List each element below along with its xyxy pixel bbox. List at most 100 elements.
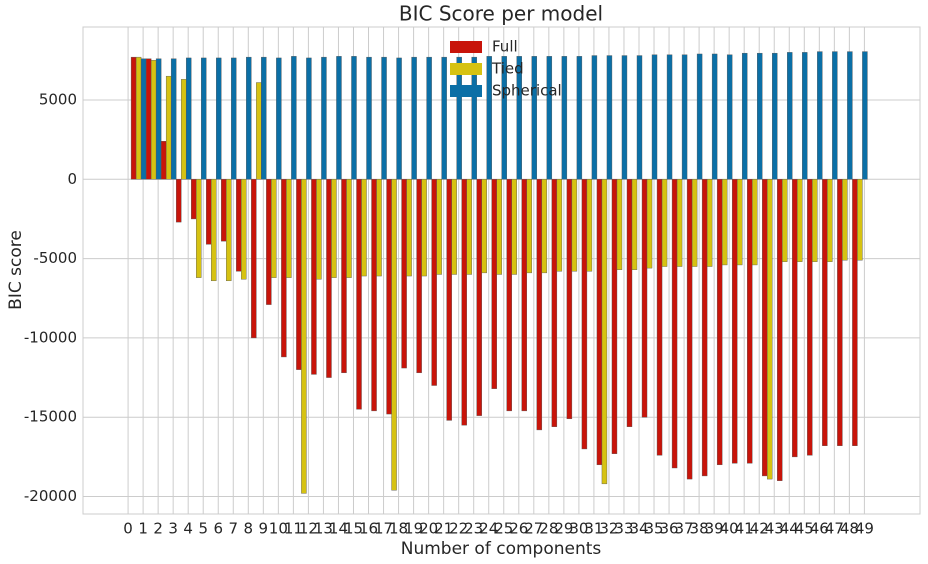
bar bbox=[797, 179, 803, 262]
bar bbox=[206, 179, 212, 245]
bar bbox=[261, 56, 267, 180]
bar bbox=[421, 179, 427, 277]
x-tick-label: 2 bbox=[153, 520, 163, 538]
x-tick-label: 19 bbox=[404, 520, 423, 538]
bar bbox=[150, 60, 157, 180]
bar bbox=[346, 179, 352, 278]
x-tick-label: 15 bbox=[344, 520, 363, 538]
bar bbox=[671, 179, 678, 469]
y-tick-label: -5000 bbox=[33, 249, 77, 267]
bar bbox=[476, 179, 482, 416]
bar bbox=[411, 56, 417, 180]
bar bbox=[446, 179, 452, 421]
bar bbox=[226, 179, 232, 282]
x-tick-label: 32 bbox=[599, 520, 618, 538]
bar bbox=[626, 179, 633, 427]
bar bbox=[201, 57, 207, 180]
x-axis-label: Number of components bbox=[401, 539, 602, 559]
bar bbox=[441, 56, 447, 180]
bar bbox=[461, 179, 467, 426]
bar bbox=[271, 179, 277, 278]
bar bbox=[792, 179, 798, 458]
bar bbox=[736, 179, 743, 266]
y-axis-label: BIC score bbox=[6, 230, 26, 310]
x-tick-label: 0 bbox=[123, 520, 133, 538]
bar bbox=[316, 179, 322, 280]
bar bbox=[731, 179, 738, 464]
bar bbox=[216, 57, 222, 180]
x-tick-label: 33 bbox=[614, 520, 633, 538]
bar bbox=[706, 179, 713, 267]
bar bbox=[426, 56, 432, 180]
x-tick-label: 20 bbox=[419, 520, 438, 538]
bar bbox=[436, 179, 442, 275]
bar bbox=[842, 179, 848, 261]
legend-label: Spherical bbox=[492, 82, 562, 100]
bar bbox=[802, 52, 808, 180]
bar bbox=[651, 54, 658, 180]
bar bbox=[862, 51, 868, 180]
x-tick-label: 9 bbox=[259, 520, 269, 538]
bar bbox=[847, 51, 853, 180]
bar bbox=[782, 179, 788, 262]
bar bbox=[301, 179, 307, 494]
bar bbox=[817, 51, 823, 180]
x-tick-label: 43 bbox=[765, 520, 784, 538]
bar bbox=[351, 56, 357, 180]
x-tick-label: 40 bbox=[720, 520, 739, 538]
bar bbox=[451, 179, 457, 275]
bar bbox=[666, 54, 673, 180]
bar bbox=[401, 179, 407, 369]
bar bbox=[386, 179, 392, 415]
bar bbox=[726, 54, 733, 180]
x-tick-label: 30 bbox=[569, 520, 588, 538]
bar bbox=[772, 52, 778, 180]
x-tick-label: 12 bbox=[299, 520, 318, 538]
bar bbox=[837, 179, 843, 446]
bar bbox=[296, 179, 302, 370]
x-tick-label: 23 bbox=[464, 520, 483, 538]
y-tick-label: -20000 bbox=[24, 487, 77, 505]
legend-label: Full bbox=[492, 38, 518, 56]
bar bbox=[691, 179, 698, 267]
bar bbox=[160, 141, 167, 180]
bar bbox=[686, 179, 693, 480]
bar bbox=[391, 179, 397, 491]
x-tick-label: 36 bbox=[660, 520, 679, 538]
x-tick-label: 11 bbox=[284, 520, 303, 538]
bar bbox=[741, 52, 748, 180]
y-tick-label: -15000 bbox=[24, 408, 77, 426]
x-tick-label: 48 bbox=[840, 520, 859, 538]
legend-swatch bbox=[450, 63, 482, 75]
bar bbox=[752, 179, 758, 266]
x-tick-label: 31 bbox=[584, 520, 603, 538]
bar bbox=[757, 52, 763, 180]
x-tick-label: 46 bbox=[810, 520, 829, 538]
bar bbox=[251, 179, 257, 339]
bar bbox=[501, 56, 507, 180]
x-tick-label: 44 bbox=[780, 520, 799, 538]
bar bbox=[231, 57, 237, 180]
bar bbox=[676, 179, 683, 267]
bar bbox=[767, 179, 773, 480]
x-tick-label: 25 bbox=[494, 520, 513, 538]
x-tick-label: 47 bbox=[825, 520, 844, 538]
bar bbox=[511, 179, 517, 275]
x-tick-label: 13 bbox=[314, 520, 333, 538]
bar bbox=[471, 56, 477, 180]
bar bbox=[165, 75, 172, 180]
bar bbox=[246, 56, 252, 180]
bar bbox=[341, 179, 347, 374]
bar bbox=[311, 179, 317, 375]
x-tick-label: 7 bbox=[228, 520, 238, 538]
bar bbox=[406, 179, 412, 277]
bar bbox=[646, 179, 653, 269]
bar bbox=[621, 55, 628, 180]
bar bbox=[276, 57, 282, 180]
bar bbox=[506, 179, 512, 412]
bar bbox=[681, 54, 688, 180]
bar bbox=[591, 55, 598, 180]
bar bbox=[306, 57, 312, 180]
x-tick-label: 35 bbox=[644, 520, 663, 538]
